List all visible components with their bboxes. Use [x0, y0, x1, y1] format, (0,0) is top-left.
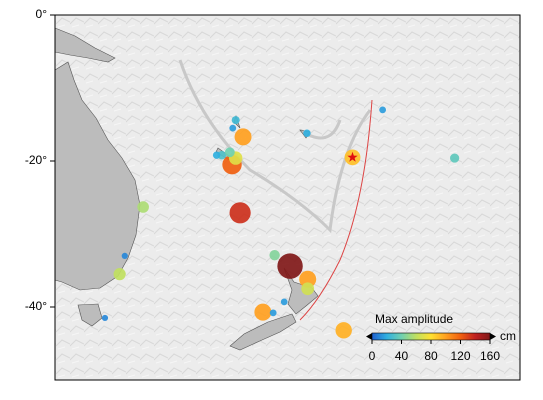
colorbar-tick-label: 40 — [395, 349, 409, 363]
colorbar-arrow-high — [490, 333, 496, 340]
legend-unit: cm — [500, 329, 516, 343]
amplitude-point — [229, 202, 251, 224]
amplitude-point — [299, 270, 317, 288]
amplitude-point — [113, 268, 126, 281]
legend-title: Max amplitude — [375, 312, 453, 326]
frame — [54, 14, 521, 381]
amplitude-point — [335, 322, 352, 339]
amplitude-point — [277, 253, 303, 279]
amplitude-point — [450, 153, 460, 163]
y-tick-label: 0° — [36, 7, 48, 21]
points — [101, 106, 460, 339]
amplitude-point — [254, 303, 272, 321]
tasmania — [77, 303, 103, 327]
amplitude-point — [280, 298, 288, 306]
new-guinea — [54, 27, 116, 63]
amplitude-point — [212, 151, 221, 159]
trench — [299, 99, 373, 321]
colorbar-tick-label: 80 — [424, 349, 438, 363]
colorbar-tick-label: 160 — [480, 349, 500, 363]
north-island — [283, 267, 319, 315]
epicenter — [347, 151, 358, 162]
colorbar-ticks: 0 40 80 120 160 — [369, 340, 500, 363]
colorbar-tick-label: 120 — [450, 349, 470, 363]
amplitude-point — [137, 201, 149, 213]
amplitude-point — [303, 129, 311, 137]
amplitude-point — [269, 309, 277, 317]
colorbar — [371, 332, 491, 341]
y-axis: 0° -20° -40° — [25, 7, 55, 313]
amplitude-point — [234, 128, 252, 146]
amplitude-point — [224, 147, 235, 158]
amplitude-point — [231, 116, 240, 125]
amplitude-point — [269, 249, 280, 261]
amplitude-point — [121, 252, 128, 259]
amplitude-point — [101, 314, 109, 322]
y-tick-label: -40° — [25, 299, 47, 313]
y-tick-label: -20° — [25, 153, 47, 167]
colorbar-tick-label: 0 — [369, 349, 376, 363]
amplitude-point — [229, 124, 237, 132]
south-island — [229, 313, 297, 351]
amplitude-point — [301, 282, 315, 296]
colorbar-arrow-low — [366, 333, 372, 340]
amplitude-point — [379, 106, 387, 114]
